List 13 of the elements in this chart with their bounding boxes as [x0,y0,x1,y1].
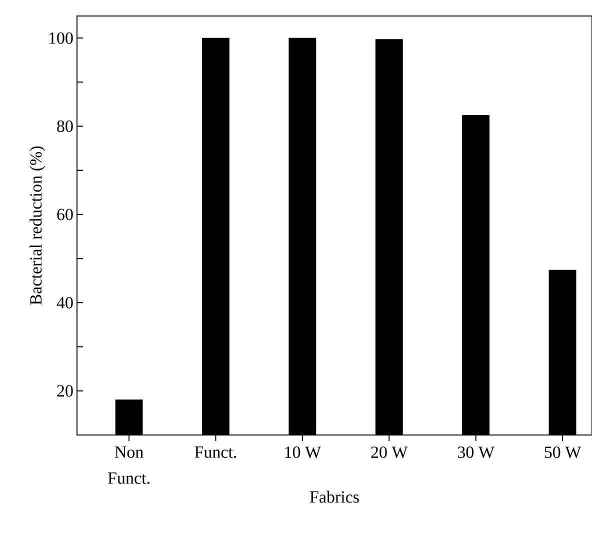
x-tick-label: 10 W [285,446,322,458]
x-tick-label: Non Funct. [108,446,150,484]
x-tick-label: 20 W [371,446,408,458]
y-tick-label: 40 [56,296,73,308]
y-tick-label: 100 [49,32,73,44]
x-tick-label: 30 W [458,446,494,458]
y-tick-label: 60 [57,208,73,220]
x-tick-label: 50 W [544,446,582,458]
y-axis-title: Bacterial reduction (%) [30,146,46,305]
y-tick-label: 80 [57,120,73,132]
y-tick-label: 20 [57,385,73,397]
x-tick-label: Funct. [194,446,236,458]
x-axis-title: Fabrics [310,490,359,503]
